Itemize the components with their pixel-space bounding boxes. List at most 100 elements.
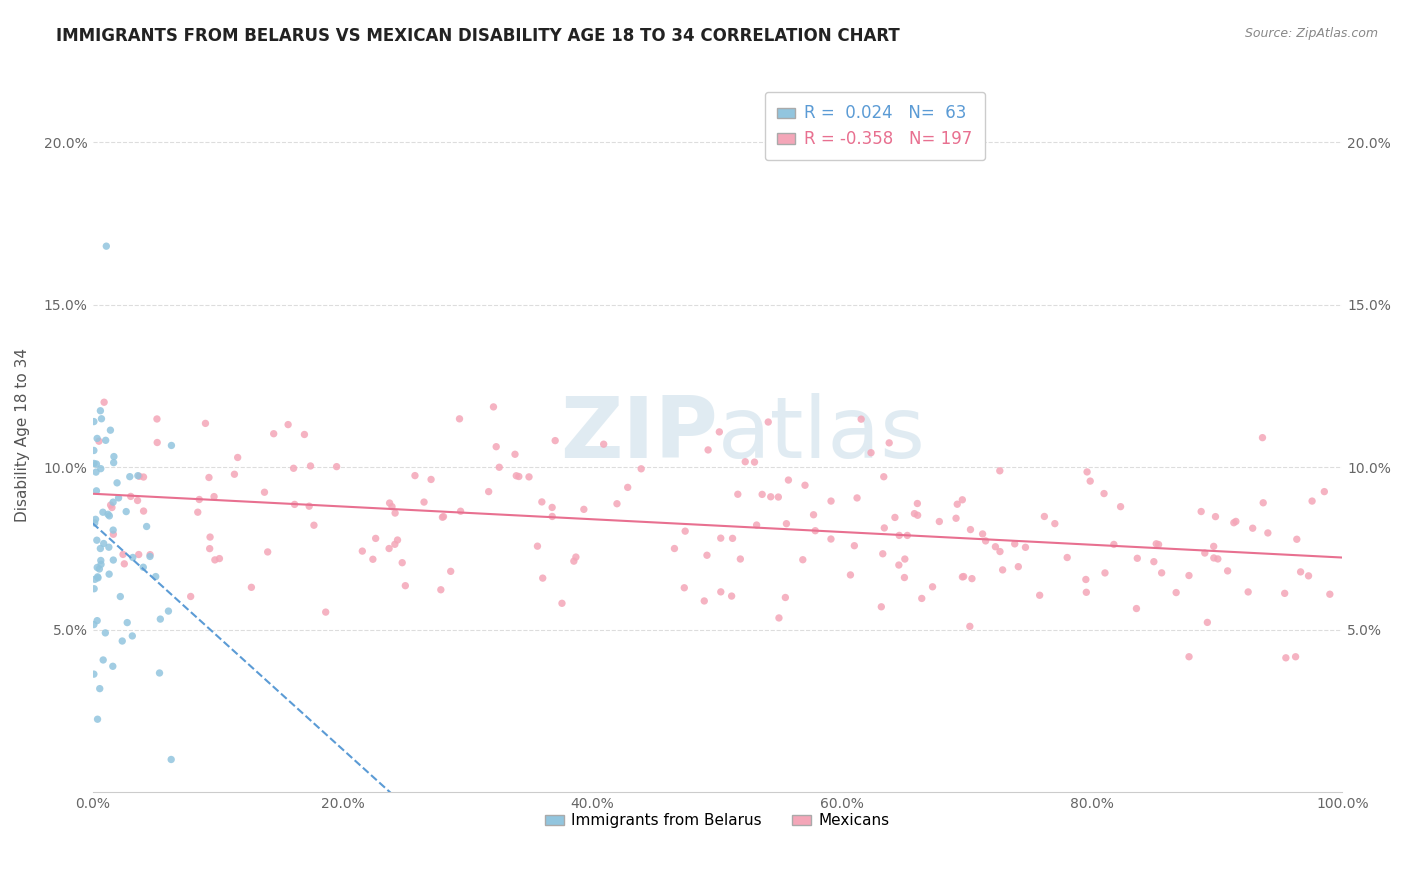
Point (946, 497, 969, 511)
Point (302, 518, 325, 533)
Point (1043, 516, 1066, 531)
Point (132, 504, 155, 518)
Point (1298, 569, 1320, 583)
Point (384, 537, 406, 551)
Point (240, 580, 263, 594)
Point (1319, 587, 1341, 601)
Point (115, 615, 138, 630)
Point (180, 590, 202, 604)
Point (91, 653, 114, 667)
Point (1274, 586, 1296, 600)
Point (664, 541, 686, 556)
Point (710, 531, 733, 545)
Point (775, 591, 797, 605)
Point (820, 532, 842, 546)
Point (727, 487, 749, 501)
Point (146, 435, 169, 450)
Point (432, 510, 454, 524)
Point (97, 540, 120, 554)
Point (378, 541, 401, 556)
Point (1197, 615, 1219, 630)
Point (1189, 504, 1212, 518)
Point (721, 532, 744, 546)
Point (430, 582, 453, 597)
Text: ZIP: ZIP (560, 393, 717, 476)
Point (90, 553, 112, 567)
Point (103, 553, 125, 567)
Point (83, 582, 105, 596)
Point (959, 619, 981, 633)
Point (107, 491, 129, 505)
Point (87, 434, 110, 449)
Point (111, 634, 134, 648)
Point (896, 528, 918, 542)
Point (905, 496, 928, 510)
Point (734, 455, 756, 469)
Point (1202, 551, 1225, 566)
Point (531, 571, 554, 585)
Legend: Immigrants from Belarus, Mexicans: Immigrants from Belarus, Mexicans (540, 807, 896, 834)
Point (903, 507, 925, 521)
Point (1206, 552, 1229, 566)
Point (756, 415, 779, 429)
Point (551, 596, 574, 610)
Point (84, 512, 107, 526)
Point (121, 550, 143, 565)
Point (696, 548, 718, 562)
Point (128, 548, 150, 562)
Point (204, 553, 226, 567)
Point (1144, 537, 1167, 551)
Point (84, 572, 107, 586)
Point (1004, 537, 1026, 551)
Point (89, 681, 111, 696)
Point (517, 470, 540, 484)
Point (298, 499, 321, 513)
Point (1074, 573, 1097, 587)
Point (86, 457, 108, 471)
Point (1007, 559, 1029, 574)
Point (387, 533, 409, 547)
Point (1078, 474, 1101, 488)
Point (803, 508, 825, 522)
Point (256, 545, 278, 559)
Point (1275, 650, 1298, 665)
Point (93, 395, 115, 409)
Point (1301, 494, 1323, 508)
Point (1102, 537, 1125, 551)
Point (160, 438, 183, 452)
Point (283, 461, 305, 475)
Point (91, 505, 114, 519)
Point (1205, 509, 1227, 524)
Point (420, 473, 443, 487)
Point (90, 558, 112, 572)
Point (844, 539, 866, 553)
Point (1178, 649, 1201, 664)
Point (775, 516, 797, 531)
Point (873, 469, 896, 483)
Point (198, 530, 221, 544)
Point (299, 458, 322, 473)
Point (224, 467, 246, 482)
Point (870, 599, 893, 614)
Point (149, 612, 172, 626)
Point (1284, 649, 1306, 664)
Point (960, 572, 983, 586)
Point (97, 508, 120, 522)
Point (1076, 585, 1098, 599)
Point (952, 569, 974, 583)
Point (404, 468, 426, 483)
Point (277, 417, 299, 432)
Point (86, 614, 108, 628)
Point (952, 570, 974, 584)
Point (325, 459, 347, 474)
Point (146, 412, 169, 426)
Point (93, 536, 115, 550)
Point (1125, 601, 1147, 615)
Point (86, 533, 108, 548)
Point (188, 492, 211, 507)
Point (972, 527, 994, 541)
Point (352, 544, 374, 558)
Point (127, 468, 149, 483)
Point (98, 508, 121, 523)
Point (394, 579, 416, 593)
